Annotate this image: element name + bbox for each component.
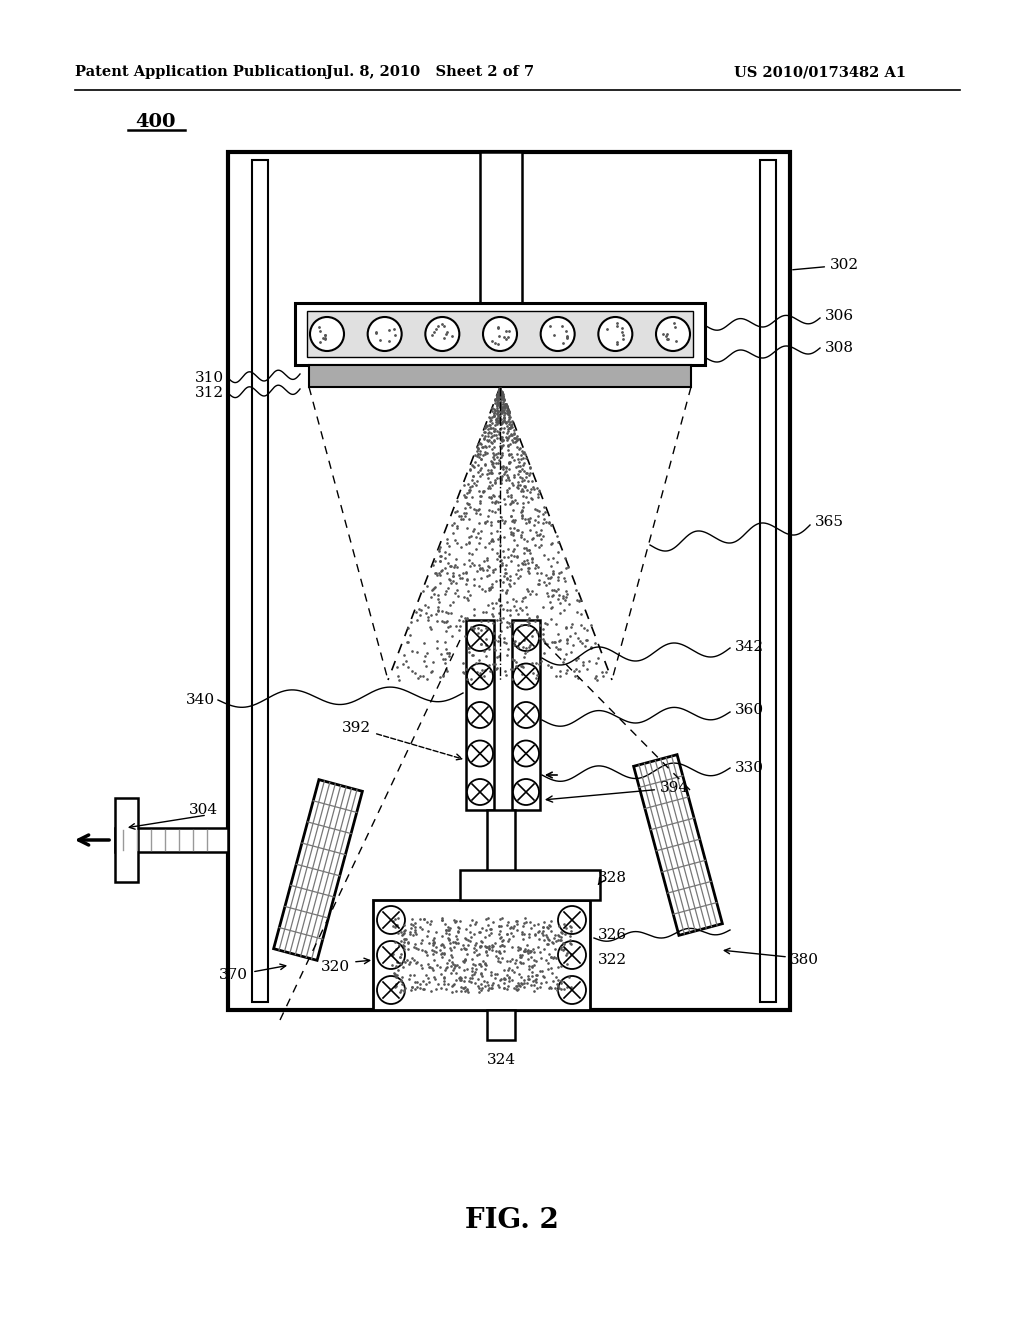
Text: 330: 330 (735, 762, 764, 775)
Circle shape (513, 664, 539, 689)
Circle shape (513, 741, 539, 767)
Text: 370: 370 (219, 968, 248, 982)
Text: FIG. 2: FIG. 2 (465, 1206, 559, 1233)
Text: 312: 312 (195, 385, 224, 400)
Bar (309, 366, 691, 387)
Circle shape (467, 779, 493, 805)
Text: 328: 328 (598, 871, 627, 884)
Bar (512, 620, 540, 810)
Circle shape (377, 941, 406, 969)
Text: 322: 322 (598, 953, 627, 968)
Bar (373, 900, 590, 1010)
Text: 380: 380 (790, 953, 819, 968)
Circle shape (467, 624, 493, 651)
Text: Jul. 8, 2010   Sheet 2 of 7: Jul. 8, 2010 Sheet 2 of 7 (326, 65, 535, 79)
Text: 304: 304 (188, 803, 218, 817)
Circle shape (467, 702, 493, 729)
Bar (228, 152, 790, 1010)
Bar (466, 620, 494, 810)
Text: 310: 310 (195, 371, 224, 385)
Circle shape (513, 624, 539, 651)
Bar (487, 1010, 515, 1040)
Text: 326: 326 (598, 928, 627, 942)
Text: 365: 365 (815, 515, 844, 529)
Text: 302: 302 (793, 257, 859, 272)
Bar (460, 870, 600, 900)
Bar (487, 810, 515, 950)
Text: 400: 400 (135, 114, 175, 131)
Circle shape (377, 975, 406, 1005)
Circle shape (558, 906, 586, 935)
Bar (115, 828, 228, 851)
Circle shape (513, 779, 539, 805)
Circle shape (425, 317, 460, 351)
Circle shape (483, 317, 517, 351)
Bar (295, 304, 705, 366)
Text: 308: 308 (825, 341, 854, 355)
Polygon shape (634, 755, 722, 936)
Circle shape (467, 664, 493, 689)
Text: 360: 360 (735, 704, 764, 717)
Circle shape (310, 317, 344, 351)
Polygon shape (273, 780, 362, 961)
Bar (252, 160, 268, 1002)
Text: 394: 394 (547, 781, 689, 803)
Bar (307, 312, 693, 356)
Circle shape (368, 317, 401, 351)
Circle shape (467, 741, 493, 767)
Text: 340: 340 (186, 693, 215, 708)
Text: 320: 320 (321, 960, 350, 974)
Circle shape (558, 941, 586, 969)
Circle shape (377, 906, 406, 935)
Text: Patent Application Publication: Patent Application Publication (75, 65, 327, 79)
Bar (115, 799, 138, 882)
Text: 306: 306 (825, 309, 854, 323)
Circle shape (558, 975, 586, 1005)
Text: 392: 392 (342, 721, 462, 760)
Circle shape (541, 317, 574, 351)
Circle shape (656, 317, 690, 351)
Text: US 2010/0173482 A1: US 2010/0173482 A1 (734, 65, 906, 79)
Circle shape (513, 702, 539, 729)
Text: 342: 342 (735, 640, 764, 653)
Circle shape (598, 317, 633, 351)
Bar (480, 152, 522, 305)
Bar (760, 160, 776, 1002)
Text: 324: 324 (486, 1053, 515, 1067)
